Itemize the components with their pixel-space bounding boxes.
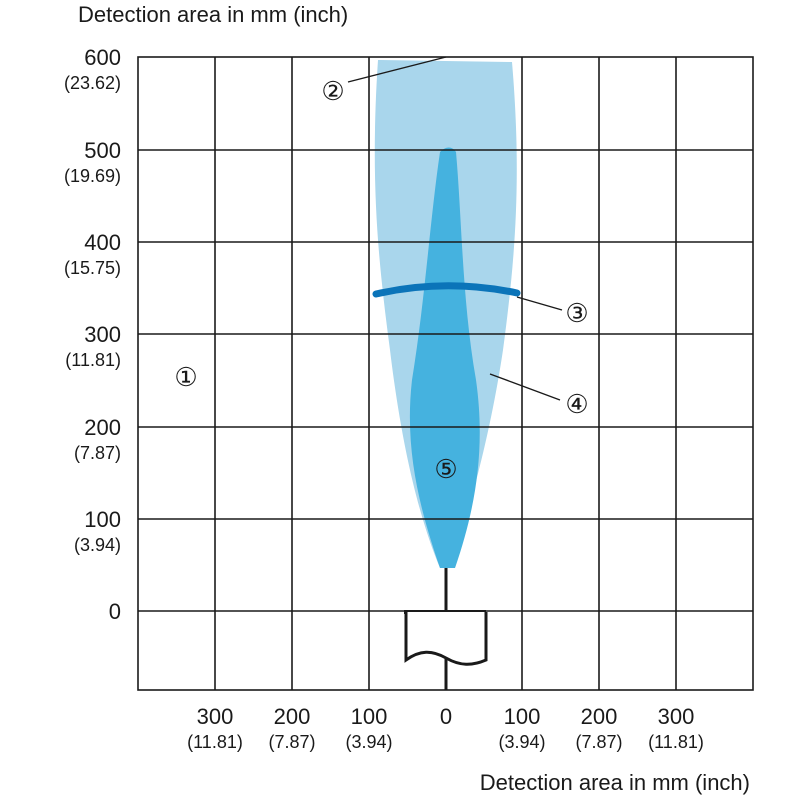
y-tick-inch: (3.94) — [74, 535, 121, 555]
y-tick-mm: 100 — [84, 507, 121, 532]
callout-3: ③ — [565, 298, 588, 328]
y-tick-inch: (15.75) — [64, 258, 121, 278]
x-axis-title: Detection area in mm (inch) — [480, 770, 750, 795]
y-tick-mm: 0 — [109, 599, 121, 624]
callout-5: ⑤ — [434, 454, 457, 484]
sensor-icon — [404, 568, 488, 690]
y-tick-inch: (7.87) — [74, 443, 121, 463]
x-tick-inch: (3.94) — [498, 732, 545, 752]
range-arc — [372, 282, 521, 298]
x-tick-mm: 300 — [658, 704, 695, 729]
y-tick-mm: 200 — [84, 415, 121, 440]
y-tick-inch: (19.69) — [64, 166, 121, 186]
y-tick-mm: 300 — [84, 322, 121, 347]
x-tick-mm: 200 — [581, 704, 618, 729]
leader-line-3 — [516, 296, 563, 311]
x-tick-mm: 200 — [274, 704, 311, 729]
y-tick-inch: (11.81) — [65, 350, 121, 370]
y-tick-inch: (23.62) — [64, 73, 121, 93]
x-tick-inch: (7.87) — [575, 732, 622, 752]
y-axis-title: Detection area in mm (inch) — [78, 2, 348, 27]
x-tick-inch: (11.81) — [187, 732, 243, 752]
y-tick-mm: 600 — [84, 45, 121, 70]
y-axis-ticks: 600 (23.62) 500 (19.69) 400 (15.75) 300 … — [64, 45, 121, 624]
x-tick-inch: (11.81) — [648, 732, 704, 752]
y-tick-mm: 400 — [84, 230, 121, 255]
x-tick-inch: (7.87) — [268, 732, 315, 752]
y-tick-mm: 500 — [84, 138, 121, 163]
leader-line-4 — [489, 373, 561, 401]
x-tick-mm: 300 — [197, 704, 234, 729]
inner-detection-field — [409, 147, 480, 568]
x-tick-mm: 100 — [351, 704, 388, 729]
callout-4: ④ — [565, 389, 588, 419]
leader-line-2 — [347, 56, 447, 83]
callout-leaders — [347, 56, 563, 401]
callout-2: ② — [321, 76, 344, 106]
x-tick-inch: (3.94) — [345, 732, 392, 752]
callout-1: ① — [174, 362, 197, 392]
x-tick-mm: 0 — [440, 704, 452, 729]
x-axis-ticks: 300 (11.81) 200 (7.87) 100 (3.94) 0 100 … — [187, 704, 704, 752]
callouts: ① ② ③ ④ ⑤ — [174, 76, 588, 484]
x-tick-mm: 100 — [504, 704, 541, 729]
